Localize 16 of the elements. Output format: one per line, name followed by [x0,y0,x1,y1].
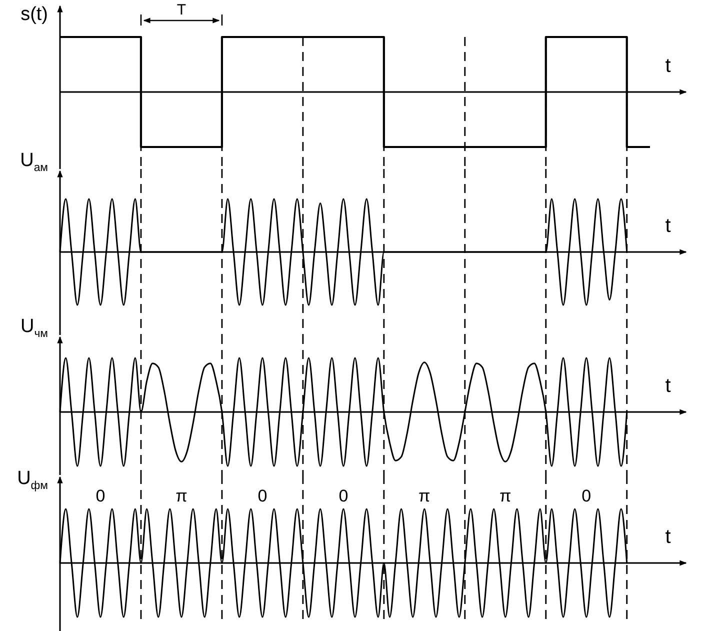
y-axis-title: U$_{ам}$ [20,150,48,174]
x-axis-title: t [665,375,672,397]
y-axis-title: U$_{чм}$ [20,316,48,340]
text: π [500,486,512,505]
y-axis-title: s(t) [20,4,48,25]
text: 0 [582,486,592,505]
text: 0 [96,486,106,505]
x-axis-title: t [665,526,672,548]
text: π [418,486,430,505]
y-axis-title: U$_{фм}$ [17,468,48,492]
text: T [176,1,186,18]
text: π [176,486,188,505]
text: 0 [258,486,268,505]
text: 0 [338,486,348,505]
x-axis-title: t [665,55,672,77]
x-axis-title: t [665,215,672,237]
